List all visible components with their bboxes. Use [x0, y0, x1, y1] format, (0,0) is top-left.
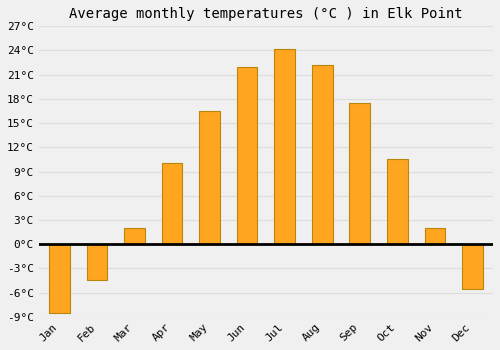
Bar: [387, 160, 407, 244]
Bar: [86, 244, 108, 280]
Title: Average monthly temperatures (°C ) in Elk Point: Average monthly temperatures (°C ) in El…: [69, 7, 462, 21]
Bar: [312, 65, 332, 244]
Bar: [350, 103, 370, 244]
Bar: [462, 244, 482, 288]
Bar: [237, 66, 258, 244]
Bar: [162, 163, 182, 244]
Bar: [200, 111, 220, 244]
Bar: [49, 244, 70, 313]
Bar: [424, 228, 445, 244]
Bar: [124, 228, 145, 244]
Bar: [274, 49, 295, 244]
